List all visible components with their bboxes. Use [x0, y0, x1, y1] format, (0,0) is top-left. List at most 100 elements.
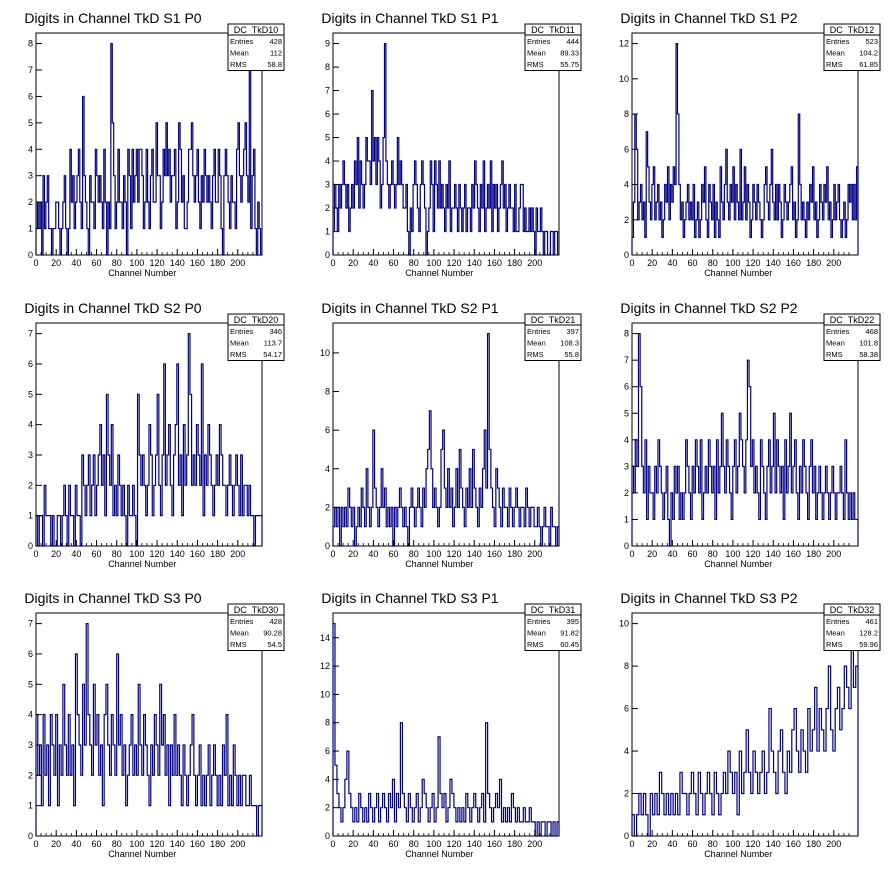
x-tick-label: 100 — [725, 549, 740, 559]
y-tick-label: 4 — [325, 464, 330, 474]
x-tick-label: 120 — [447, 549, 462, 559]
y-tick-label: 3 — [28, 450, 33, 460]
stats-value: 444 — [566, 37, 579, 46]
y-tick-label: 2 — [28, 197, 33, 207]
y-tick-label: 0 — [28, 541, 33, 551]
x-tick-label: 100 — [426, 258, 441, 268]
stats-name: DC_TkD12 — [830, 25, 875, 35]
stats-box-frame — [227, 313, 285, 361]
y-tick-label: 9 — [325, 39, 330, 49]
histogram-line — [332, 42, 559, 256]
stats-label: Mean — [826, 339, 845, 348]
x-axis-label: Channel Number — [704, 268, 772, 278]
stats-value: 90.28 — [263, 629, 282, 638]
x-tick-label: 100 — [129, 839, 144, 849]
x-tick-label: 0 — [629, 839, 634, 849]
y-tick-label: 7 — [325, 86, 330, 96]
x-tick-label: 160 — [786, 549, 801, 559]
x-tick-label: 180 — [507, 839, 522, 849]
x-tick-label: 0 — [33, 839, 38, 849]
stats-box-frame — [524, 23, 582, 71]
x-tick-label: 20 — [647, 258, 657, 268]
x-tick-label: 120 — [746, 549, 761, 559]
histogram-panel-S2P1: Digits in Channel TkD S2 P10 20 40 60 80 100 1… — [320, 300, 582, 569]
x-tick-label: 60 — [389, 549, 399, 559]
stats-box-frame — [823, 313, 881, 361]
stats-name: DC_TkD20 — [234, 315, 279, 325]
y-tick-label: 0 — [28, 831, 33, 841]
histogram-line — [35, 42, 262, 256]
stats-label: Mean — [230, 49, 249, 58]
y-tick-label: 0 — [624, 831, 629, 841]
histogram-line — [631, 333, 859, 547]
stats-value: 397 — [566, 327, 579, 336]
x-tick-label: 160 — [190, 549, 205, 559]
x-tick-label: 20 — [51, 258, 61, 268]
y-tick-label: 1 — [325, 227, 330, 237]
stats-value: 89.33 — [560, 49, 579, 58]
histogram-line — [35, 623, 263, 837]
x-tick-label: 40 — [667, 549, 677, 559]
plot-frame — [332, 322, 560, 547]
chart-title: Digits in Channel TkD S1 P0 — [24, 10, 201, 26]
x-tick-label: 40 — [71, 258, 81, 268]
y-tick-label: 3 — [624, 461, 629, 471]
y-tick-label: 3 — [28, 171, 33, 181]
stats-label: Entries — [527, 327, 551, 336]
x-tick-label: 160 — [190, 839, 205, 849]
x-axis-label: Channel Number — [108, 268, 176, 278]
x-tick-label: 80 — [708, 839, 718, 849]
x-tick-label: 20 — [348, 258, 358, 268]
x-tick-label: 20 — [51, 549, 61, 559]
stats-label: RMS — [826, 60, 843, 69]
stats-box-frame — [524, 603, 582, 651]
x-tick-label: 120 — [150, 839, 165, 849]
stats-label: Mean — [230, 629, 249, 638]
stats-value: 55.8 — [564, 350, 579, 359]
x-axis-label: Channel Number — [108, 559, 176, 569]
x-tick-label: 20 — [647, 549, 657, 559]
histogram-line — [332, 333, 560, 547]
stats-label: Entries — [527, 37, 551, 46]
stats-box: DC_TkD32 Entries 461 Mean 128.2 RMS 59.96 — [823, 603, 881, 651]
histogram-panel-S1P1: Digits in Channel TkD S1 P10 20 40 60 80 100 1… — [321, 10, 582, 278]
x-tick-label: 160 — [487, 839, 502, 849]
x-tick-label: 180 — [806, 549, 821, 559]
x-tick-label: 20 — [51, 839, 61, 849]
y-tick-label: 0 — [28, 250, 33, 260]
x-tick-label: 100 — [129, 549, 144, 559]
x-tick-label: 0 — [330, 258, 335, 268]
stats-label: RMS — [826, 350, 843, 359]
plot-frame — [332, 32, 560, 256]
y-tick-label: 2 — [624, 789, 629, 799]
x-tick-label: 20 — [348, 549, 358, 559]
stats-value: 101.8 — [859, 339, 878, 348]
x-tick-label: 140 — [170, 839, 185, 849]
y-tick-label: 1 — [28, 801, 33, 811]
x-tick-label: 200 — [527, 258, 542, 268]
x-tick-label: 100 — [426, 549, 441, 559]
x-tick-label: 80 — [708, 258, 718, 268]
stats-name: DC_TkD11 — [531, 25, 575, 35]
y-tick-label: 12 — [320, 661, 330, 671]
y-tick-label: 2 — [624, 488, 629, 498]
y-tick-label: 6 — [28, 359, 33, 369]
stats-value: 91.82 — [560, 629, 579, 638]
histogram-line — [35, 333, 263, 547]
stats-value: 104.2 — [859, 49, 878, 58]
y-tick-label: 2 — [325, 803, 330, 813]
stats-label: Entries — [826, 327, 850, 336]
x-tick-label: 200 — [826, 258, 841, 268]
x-tick-label: 60 — [688, 549, 698, 559]
x-tick-label: 40 — [368, 258, 378, 268]
y-tick-label: 5 — [28, 118, 33, 128]
x-tick-label: 180 — [507, 258, 522, 268]
y-tick-label: 2 — [28, 480, 33, 490]
y-tick-label: 6 — [28, 649, 33, 659]
y-tick-label: 2 — [325, 502, 330, 512]
x-tick-label: 80 — [409, 549, 419, 559]
stats-label: Entries — [230, 37, 254, 46]
x-tick-label: 140 — [766, 258, 781, 268]
x-tick-label: 80 — [112, 839, 122, 849]
